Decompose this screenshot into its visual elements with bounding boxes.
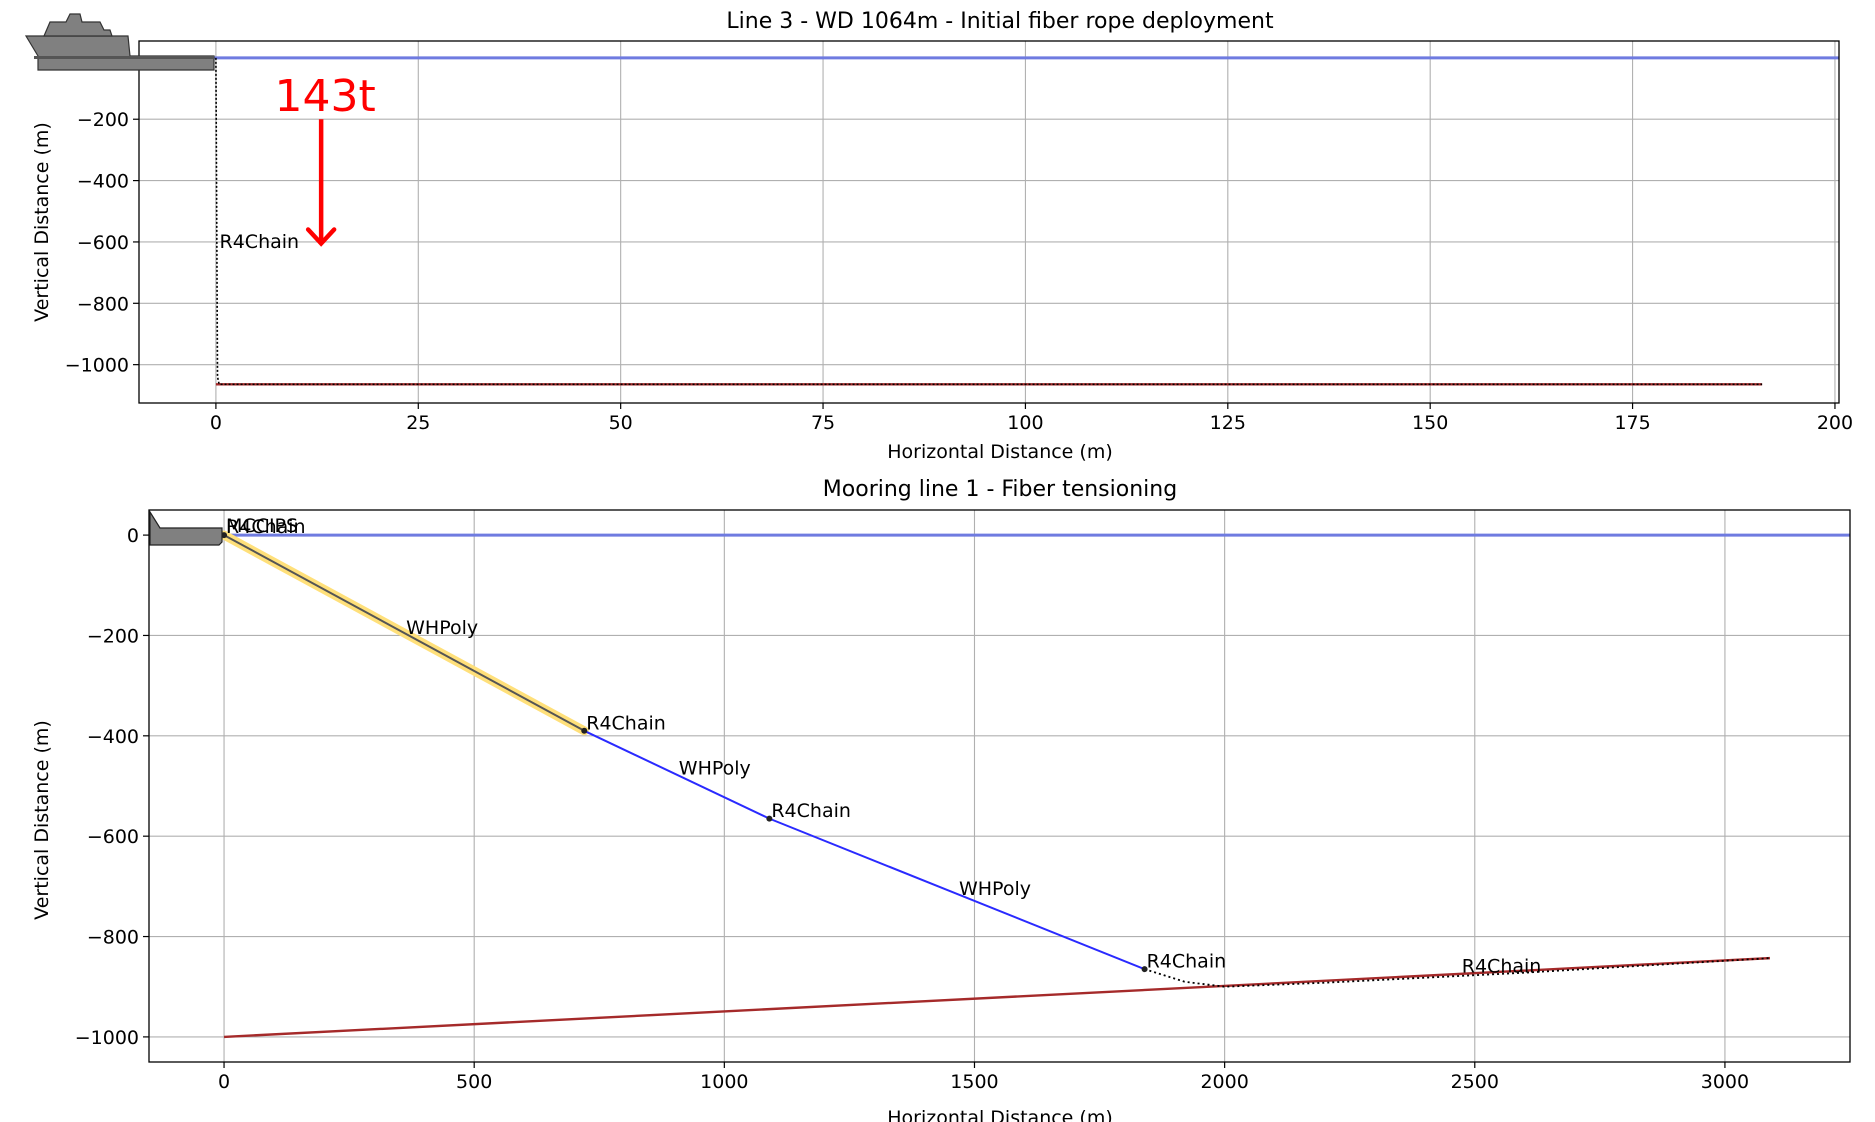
x-tick-label: 125 [1210,412,1246,434]
mooring-segment-poly-tensioning [223,534,585,732]
mooring-segment-poly [583,729,770,820]
connector-node [581,727,588,734]
connector-node [1141,966,1148,973]
y-tick-label: −400 [77,171,129,193]
chart-fiber-rope-deployment: Line 3 - WD 1064m - Initial fiber rope d… [24,9,1853,463]
connector-node [766,815,773,822]
chart1-xlabel: Horizontal Distance (m) [887,441,1113,463]
seabed-line [223,956,1771,1039]
chart1-plot-area: R4Chain 143t [139,56,1839,386]
segment-label: WHPoly [679,757,751,779]
y-tick-label: −800 [87,927,139,949]
chart2-xlabel: Horizontal Distance (m) [887,1107,1113,1122]
x-tick-label: 50 [609,412,633,434]
x-tick-label: 25 [406,412,430,434]
y-tick-label: 0 [127,525,139,547]
chart2-title: Mooring line 1 - Fiber tensioning [823,477,1177,502]
chart2-grid [149,510,1850,1062]
y-tick-label: −200 [77,109,129,131]
x-tick-label: 200 [1817,412,1853,434]
y-tick-label: −800 [77,293,129,315]
x-tick-label: 75 [811,412,835,434]
chart2-frame [148,509,1851,1063]
segment-label: WHPoly [959,878,1031,900]
x-tick-label: 1500 [950,1071,998,1093]
segment-label: R4Chain [220,231,300,253]
y-tick-label: −200 [87,625,139,647]
x-tick-label: 0 [210,412,222,434]
chart2-ylabel: Vertical Distance (m) [31,720,53,920]
y-tick-label: −600 [77,232,129,254]
segment-label: R4Chain [226,516,306,538]
chart2-plot-area: MCCIPSR4ChainWHPolyR4ChainWHPolyR4ChainW… [149,515,1850,1039]
x-tick-label: 175 [1614,412,1650,434]
y-tick-label: −1000 [75,1027,139,1049]
x-tick-label: 0 [218,1071,230,1093]
y-tick-label: −1000 [65,355,129,377]
tension-annotation-label: 143t [275,71,376,122]
mooring-line-chain [215,57,1763,386]
x-tick-label: 1000 [700,1071,748,1093]
vessel-stern-icon [149,509,223,546]
chart-fiber-tensioning: Mooring line 1 - Fiber tensioning Horizo… [31,477,1851,1122]
chart1-title: Line 3 - WD 1064m - Initial fiber rope d… [726,9,1274,34]
chart2-ticks: 0 500 1000 1500 2000 2500 3000 −1000 −800 −600 −40… [75,525,1749,1093]
x-tick-label: 2500 [1451,1071,1499,1093]
x-tick-label: 100 [1007,412,1043,434]
segment-label: R4Chain [1462,956,1542,978]
x-tick-label: 150 [1412,412,1448,434]
x-tick-label: 3000 [1701,1071,1749,1093]
chart1-grid [139,41,1839,403]
segment-label: R4Chain [586,712,666,734]
tension-arrowhead-icon [305,227,337,247]
x-tick-label: 2000 [1200,1071,1248,1093]
chart1-frame [138,40,1840,404]
y-tick-label: −600 [87,826,139,848]
segment-label: R4Chain [1147,951,1227,973]
x-tick-label: 500 [456,1071,492,1093]
chart1-ticks: 0 25 50 75 100 125 150 175 200 −1000 −800 −600 −400 −… [65,109,1853,434]
segment-label: R4Chain [771,800,851,822]
segment-label: WHPoly [406,617,478,639]
vessel-icon [24,13,215,71]
segment-label: MCCIPS [226,515,298,537]
mooring-segment-poly [768,817,1145,971]
chart1-ylabel: Vertical Distance (m) [31,122,53,322]
y-tick-label: −400 [87,726,139,748]
